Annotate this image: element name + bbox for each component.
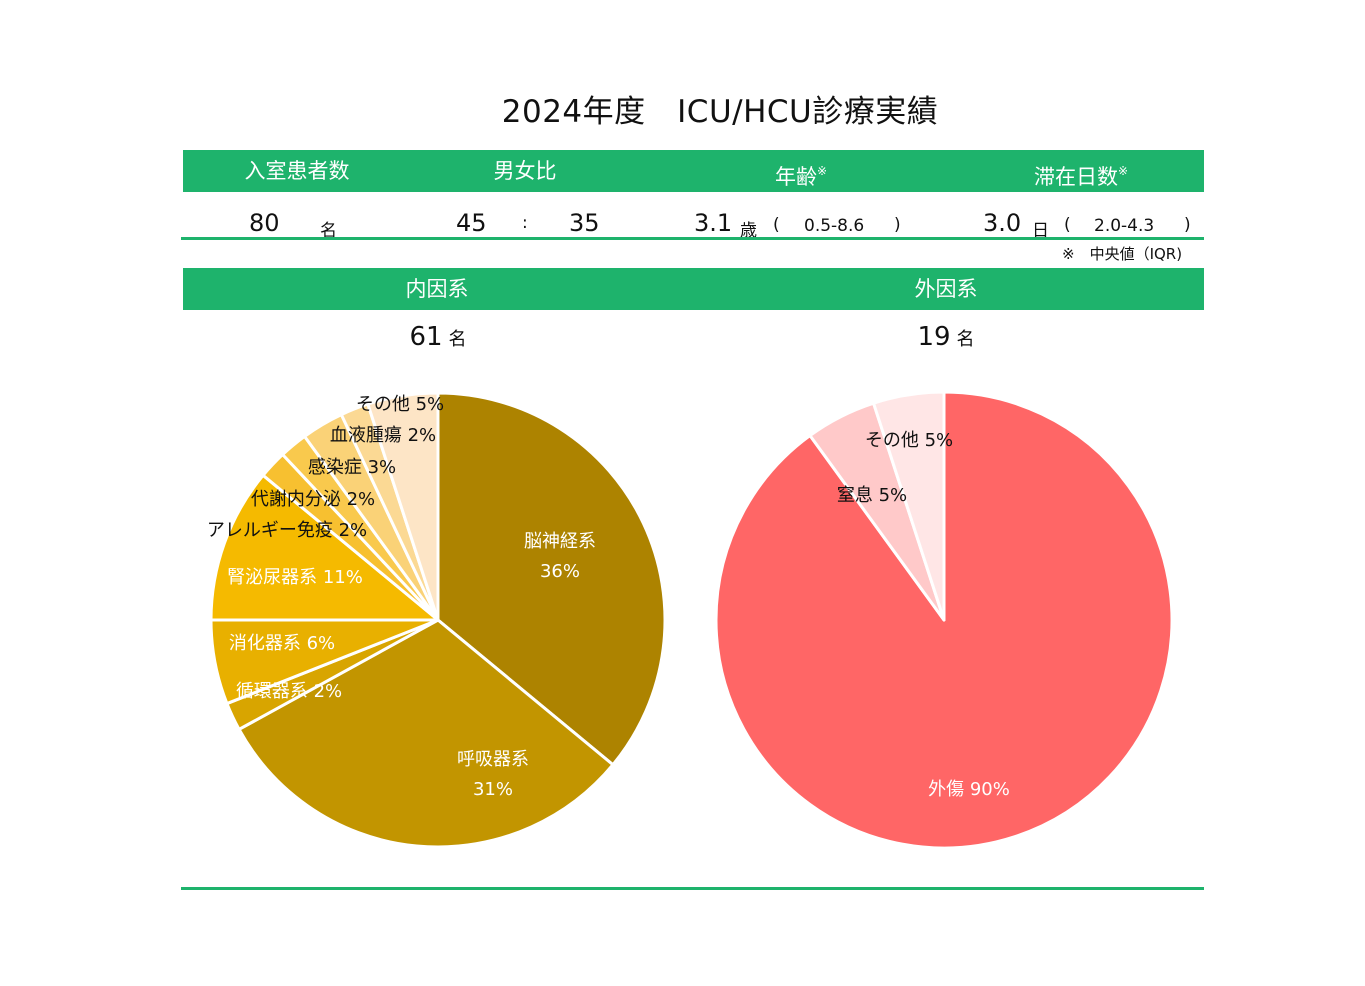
age-median: 3.1: [694, 209, 733, 237]
footnote-median-iqr: ※ 中央値（IQR): [1062, 245, 1183, 263]
pie-internal-label: 代謝内分泌 2%: [251, 489, 375, 510]
age-close-paren: ): [894, 215, 901, 235]
stay-unit: 日: [1032, 221, 1049, 241]
pie-internal-label: 感染症 3%: [308, 457, 396, 478]
section-external-label: 外因系: [914, 277, 978, 301]
internal-count-value: 61: [409, 322, 443, 352]
stay-open-paren: (: [1064, 215, 1071, 235]
summary-divider: [181, 237, 1204, 240]
header-stay-label: 滞在日数: [1033, 165, 1118, 189]
external-count-value: 19: [917, 322, 951, 352]
pie-internal-slice: [436, 391, 667, 767]
internal-count-unit: 名: [448, 329, 467, 350]
pie-internal-label: アレルギー免疫 2%: [207, 520, 367, 541]
sex-ratio-male: 45: [456, 209, 487, 237]
pie-internal-label: 腎泌尿器系 11%: [227, 567, 363, 588]
pie-external-slice: [872, 390, 946, 622]
patients-unit: 名: [320, 221, 337, 241]
header-age-label: 年齢: [774, 165, 817, 189]
pie-internal-label: 血液腫瘍 2%: [330, 425, 436, 446]
header-stay: 滞在日数※: [1034, 150, 1128, 198]
section-header-bar: 内因系 外因系: [183, 268, 1204, 310]
sex-ratio-female: 35: [569, 209, 600, 237]
bottom-divider: [181, 887, 1204, 890]
page-title: 2024年度 ICU/HCU診療実績: [501, 94, 939, 130]
header-patients: 入室患者数: [244, 159, 350, 183]
stay-median: 3.0: [983, 209, 1022, 237]
internal-count: 61 名: [409, 322, 466, 352]
pie-internal-label: 循環器系 2%: [236, 681, 342, 702]
header-sex-ratio: 男女比: [493, 159, 557, 183]
pie-internal: 脳神経系 36% 呼吸器系 31% 循環器系 2% 消化器系 6% 腎泌尿器系 11% アレル…: [207, 391, 667, 849]
sex-ratio-separator: :: [522, 213, 528, 233]
header-age: 年齢※: [775, 150, 827, 198]
age-open-paren: (: [773, 215, 780, 235]
pie-external-label: 外傷 90%: [928, 779, 1010, 800]
pie-internal-slice: [209, 473, 440, 622]
header-stay-mark: ※: [1117, 164, 1129, 178]
summary-header-bar: 入室患者数 男女比 年齢※ 滞在日数※: [183, 150, 1204, 192]
header-age-mark: ※: [816, 164, 828, 178]
pie-internal-label: 呼吸器系 31%: [457, 749, 529, 800]
pie-external: 外傷 90% 窒息 5% その他 5%: [714, 390, 1174, 850]
pie-internal-slice: [366, 391, 440, 622]
age-unit: 歳: [740, 221, 757, 241]
external-count-unit: 名: [956, 329, 975, 350]
pie-external-label: 窒息 5%: [837, 485, 907, 506]
pie-internal-label: 消化器系 6%: [229, 633, 335, 654]
stay-close-paren: ): [1184, 215, 1191, 235]
section-internal-label: 内因系: [405, 277, 469, 301]
pie-internal-slice: [237, 618, 615, 849]
stay-iqr: 2.0-4.3: [1094, 216, 1155, 236]
pie-internal-label: その他 5%: [356, 394, 444, 415]
age-iqr: 0.5-8.6: [804, 216, 865, 236]
external-count: 19 名: [917, 322, 974, 352]
pie-internal-label: 脳神経系 36%: [524, 531, 596, 582]
pie-external-label: その他 5%: [865, 430, 953, 451]
patients-value: 80: [249, 209, 280, 237]
